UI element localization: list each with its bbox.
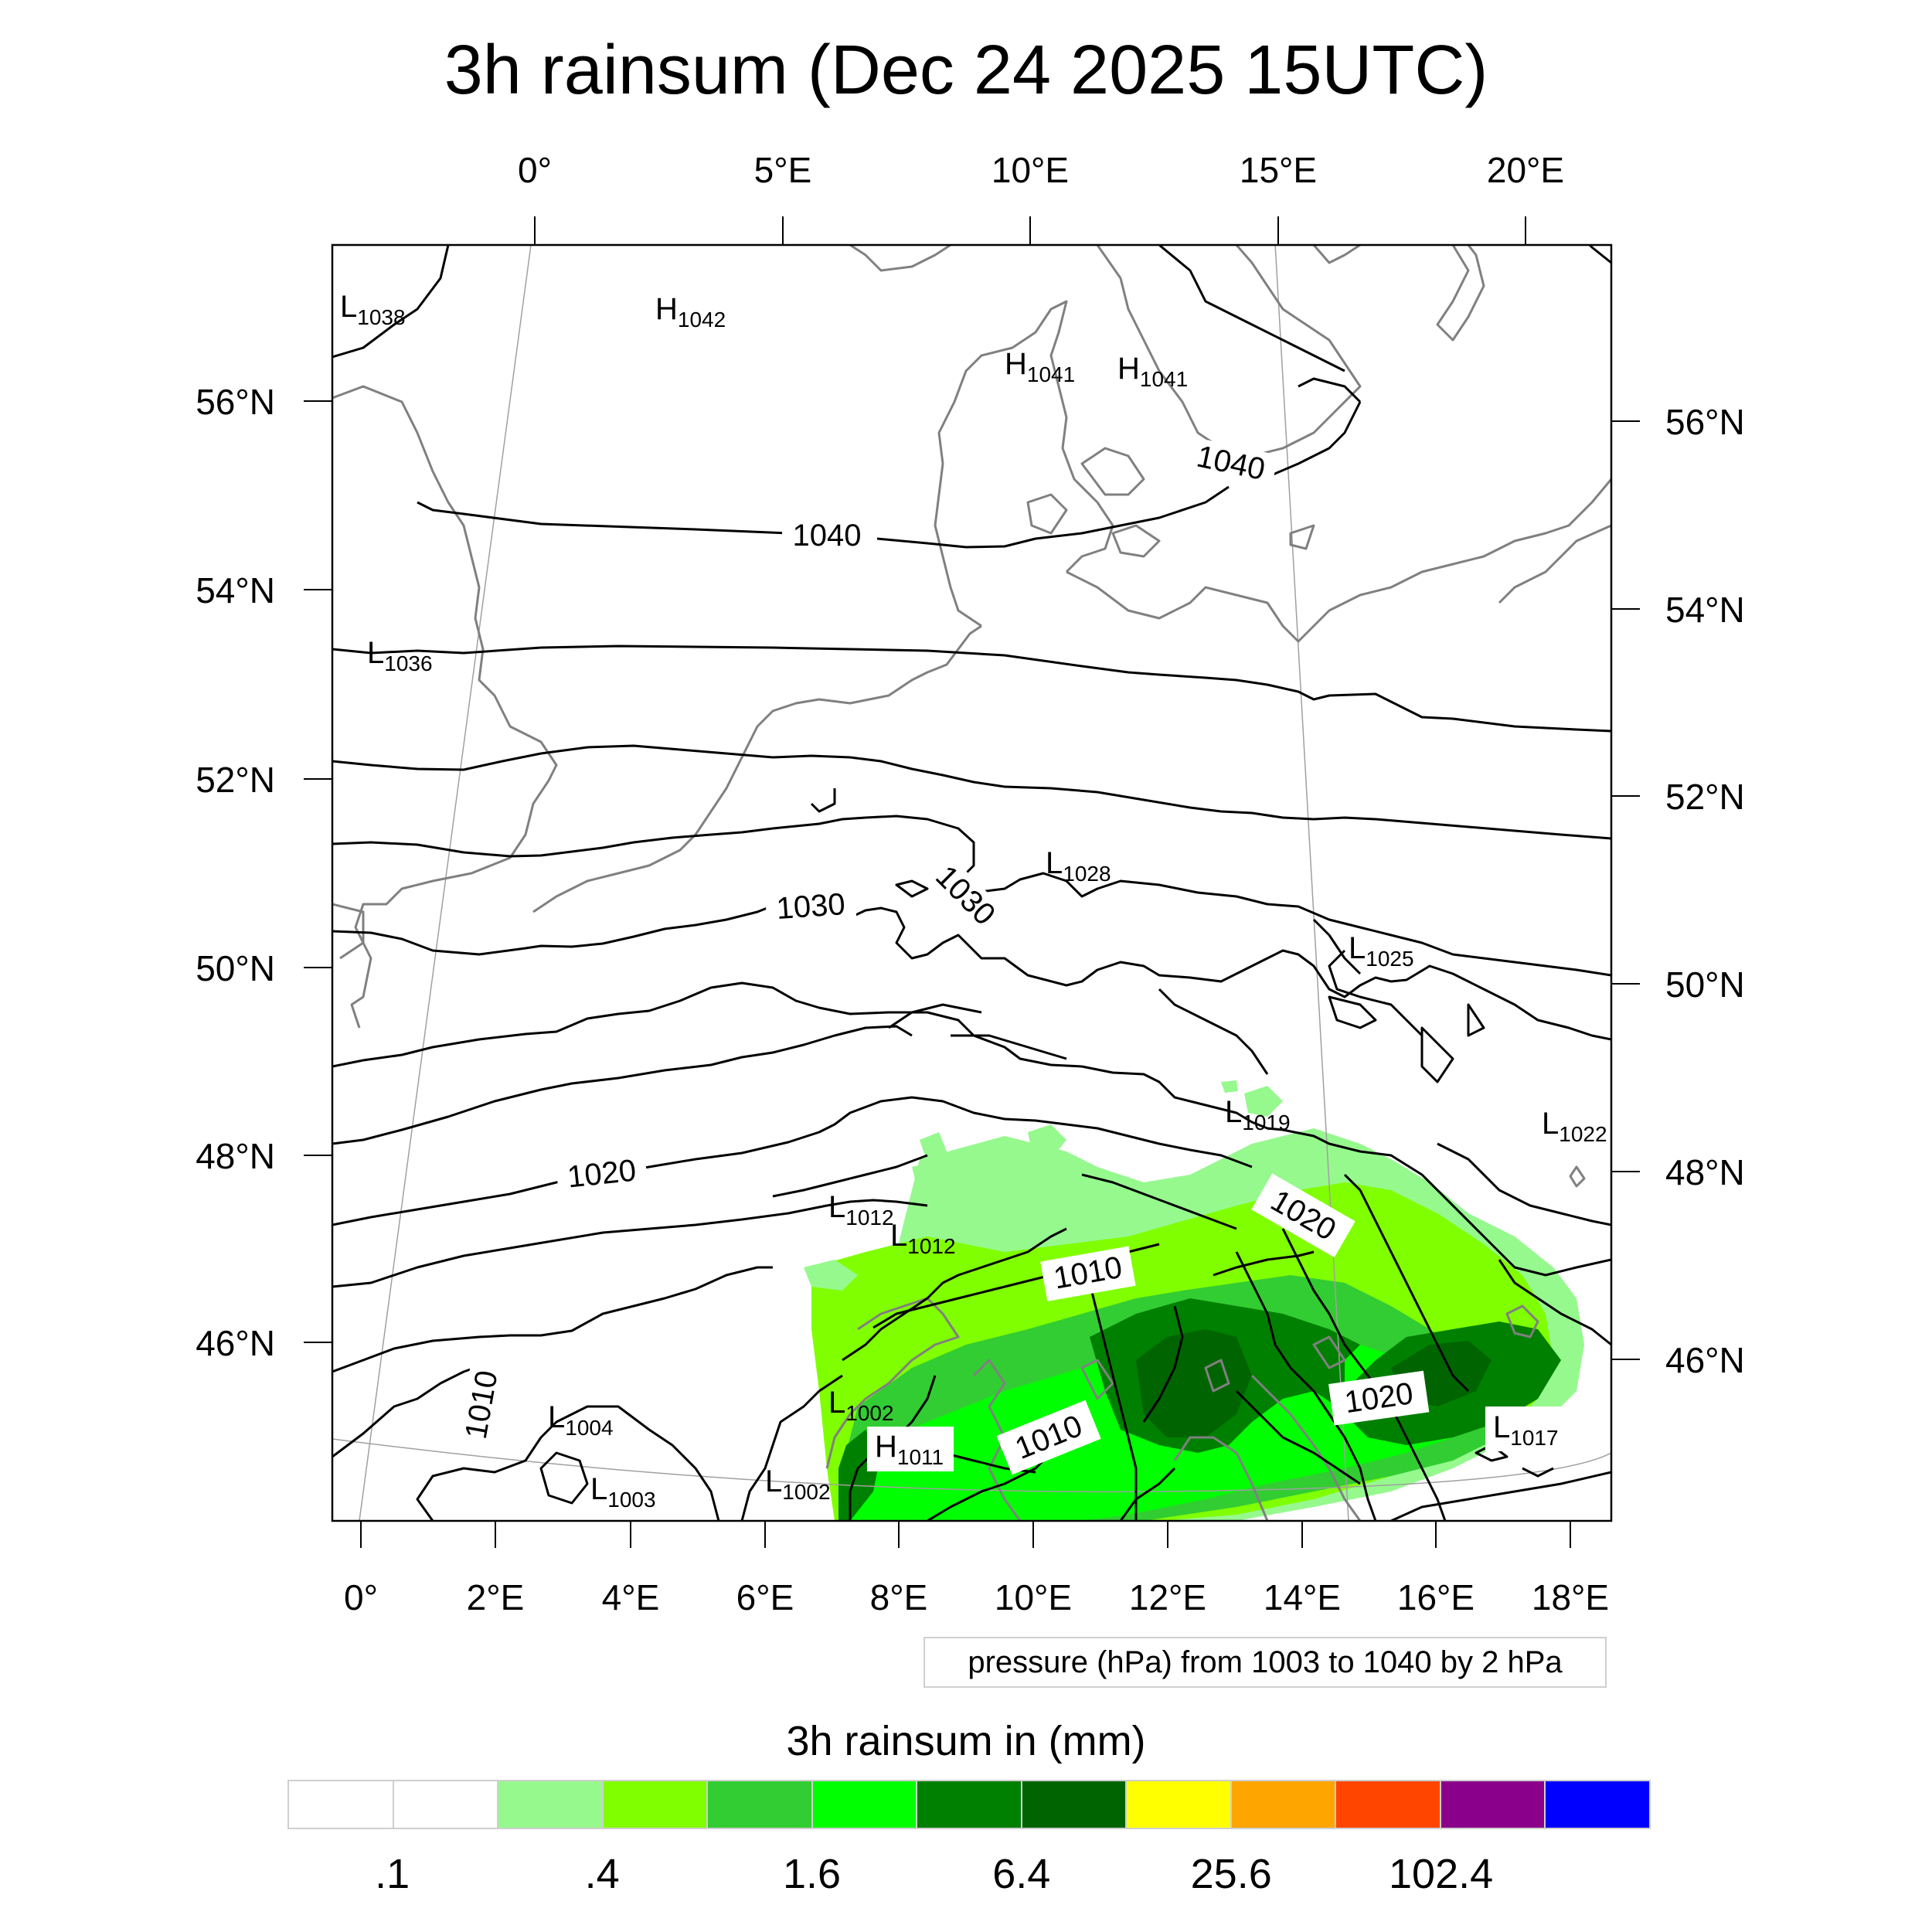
left-lat-label: 56°N <box>196 382 275 422</box>
top-longitude-labels: 0° 5°E 10°E 15°E 20°E <box>518 150 1564 190</box>
coastlines <box>332 245 1611 1521</box>
left-lat-label: 46°N <box>196 1323 275 1363</box>
pressure-center: L1036 <box>367 636 433 675</box>
bottom-lon-label: 6°E <box>736 1577 794 1617</box>
rain-field <box>804 1080 1584 1521</box>
pressure-center: L1012 <box>890 1219 956 1258</box>
map-frame <box>331 243 1613 1522</box>
contour-label: 1020 <box>566 1154 638 1195</box>
right-lat-label: 46°N <box>1665 1340 1745 1380</box>
colorbar-swatch <box>1231 1781 1337 1828</box>
pressure-center: H1011 <box>875 1430 944 1469</box>
colorbar-label: 6.4 <box>992 1851 1051 1897</box>
pressure-center: H1041 <box>1005 347 1075 386</box>
pressure-center: L1002 <box>828 1386 894 1425</box>
right-latitude-labels: 56°N 54°N 52°N 50°N 48°N 46°N <box>1665 402 1745 1380</box>
bottom-lon-label: 10°E <box>995 1577 1072 1617</box>
axis-ticks <box>304 216 1640 1548</box>
bottom-longitude-labels: 0° 2°E 4°E 6°E 8°E 10°E 12°E 14°E 16°E 1… <box>344 1577 1609 1617</box>
right-lat-label: 52°N <box>1665 777 1745 817</box>
right-lat-label: 54°N <box>1665 590 1745 630</box>
colorbar <box>287 1780 1651 1829</box>
pressure-center: L1028 <box>1046 846 1111 886</box>
colorbar-label: .1 <box>375 1851 410 1897</box>
map-title: 3h rainsum (Dec 24 2025 15UTC) <box>444 32 1488 109</box>
bottom-lon-label: 0° <box>344 1577 378 1617</box>
colorbar-swatch <box>1127 1781 1232 1828</box>
graticule <box>332 245 1611 1521</box>
top-lon-label: 10°E <box>992 150 1069 190</box>
colorbar-swatch <box>498 1781 604 1828</box>
bottom-lon-label: 14°E <box>1264 1577 1341 1617</box>
top-lon-label: 15°E <box>1240 150 1317 190</box>
bottom-lon-label: 4°E <box>602 1577 660 1617</box>
pressure-center: L1019 <box>1225 1095 1291 1134</box>
colorbar-swatch <box>1022 1781 1128 1828</box>
pressure-center: L1017 <box>1493 1410 1559 1450</box>
bottom-lon-label: 18°E <box>1532 1577 1609 1617</box>
right-lat-label: 48°N <box>1665 1152 1745 1192</box>
right-lat-label: 50°N <box>1665 964 1745 1005</box>
pressure-center: L1012 <box>828 1190 894 1230</box>
bottom-lon-label: 8°E <box>870 1577 928 1617</box>
colorbar-label: 1.6 <box>782 1851 842 1897</box>
top-lon-label: 5°E <box>754 150 812 190</box>
colorbar-title: 3h rainsum in (mm) <box>786 1718 1146 1764</box>
pressure-center: H1041 <box>1117 352 1188 391</box>
bottom-lon-label: 2°E <box>467 1577 525 1617</box>
pressure-center: L1004 <box>548 1400 614 1440</box>
colorbar-swatch <box>812 1781 918 1828</box>
contour-info-box: pressure (hPa) from 1003 to 1040 by 2 hP… <box>923 1637 1607 1688</box>
contour-label: 1040 <box>793 519 862 553</box>
left-lat-label: 48°N <box>196 1136 275 1176</box>
left-lat-label: 54°N <box>196 570 275 611</box>
colorbar-label: .4 <box>584 1851 620 1897</box>
top-lon-label: 20°E <box>1487 150 1564 190</box>
left-lat-label: 52°N <box>196 760 275 800</box>
colorbar-swatch <box>393 1781 499 1828</box>
right-lat-label: 56°N <box>1665 402 1745 442</box>
pressure-center: L1038 <box>340 290 406 329</box>
left-lat-label: 50°N <box>196 948 275 988</box>
pressure-centers: L1038 H1042 H1041 H1041 L1036 L1028 L102… <box>340 290 1607 1512</box>
top-lon-label: 0° <box>518 150 552 190</box>
bottom-lon-label: 12°E <box>1129 1577 1206 1617</box>
pressure-center: L1025 <box>1349 931 1414 971</box>
rain-darkest-green <box>1136 1329 1252 1437</box>
contour-labels: 1040 1040 1030 1030 1020 1020 1010 1010 … <box>456 436 1430 1475</box>
pressure-center: L1022 <box>1542 1107 1607 1146</box>
colorbar-swatch <box>917 1781 1022 1828</box>
pressure-center: H1042 <box>655 292 726 332</box>
colorbar-swatch <box>1440 1781 1546 1828</box>
colorbar-labels: .1 .4 1.6 6.4 25.6 102.4 <box>287 1847 1651 1901</box>
contour-label: 1030 <box>775 887 846 926</box>
pressure-center: L1003 <box>590 1472 656 1512</box>
colorbar-swatch <box>1546 1781 1649 1828</box>
bottom-lon-label: 16°E <box>1397 1577 1475 1617</box>
pressure-center: L1002 <box>765 1464 831 1504</box>
colorbar-label: 102.4 <box>1389 1851 1494 1897</box>
colorbar-swatch <box>708 1781 813 1828</box>
colorbar-swatch <box>603 1781 709 1828</box>
colorbar-swatch <box>1336 1781 1441 1828</box>
left-latitude-labels: 56°N 54°N 52°N 50°N 48°N 46°N <box>196 382 275 1363</box>
isobars <box>332 245 1611 1521</box>
colorbar-swatch <box>289 1781 394 1828</box>
colorbar-label: 25.6 <box>1190 1851 1272 1897</box>
